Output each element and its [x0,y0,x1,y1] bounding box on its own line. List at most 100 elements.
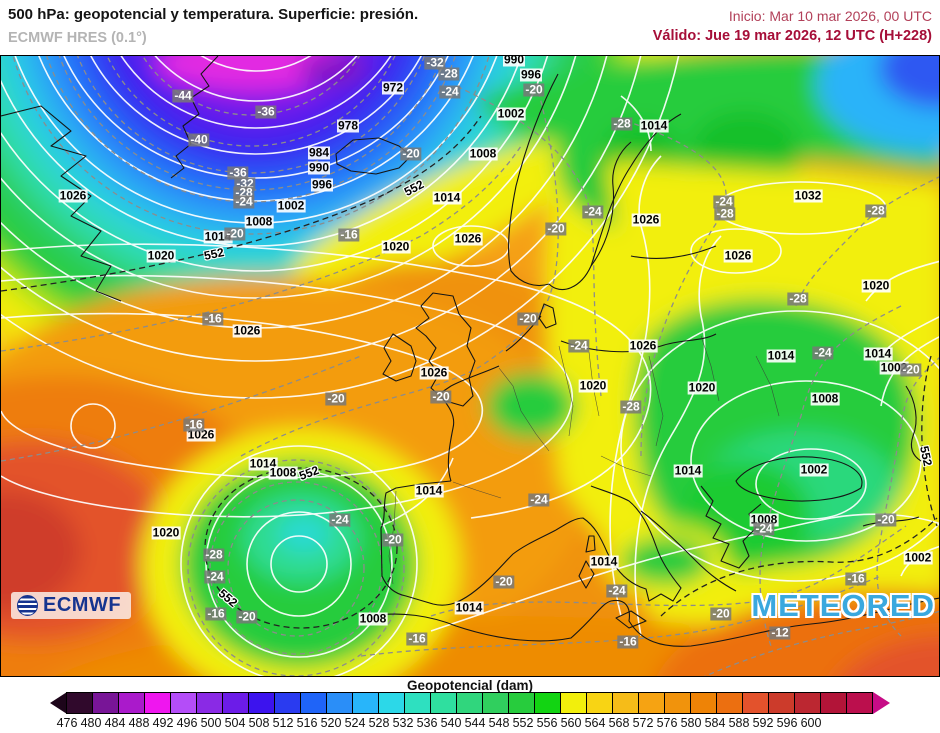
colorbar-tick: 572 [632,716,654,730]
country-borders [388,335,780,585]
colorbar-tick: 520 [320,716,342,730]
temperature-label: -36 [227,165,249,180]
colorbar-tick: 540 [440,716,462,730]
colorbar-segment [378,692,405,714]
colorbar-tick: 484 [104,716,126,730]
colorbar-segment [274,692,301,714]
colorbar-tick: 552 [512,716,534,730]
temperature-label: -20 [900,362,922,377]
temperature-label: -24 [582,204,604,219]
pressure-label: 1014 [454,600,484,615]
geopotential-label: 552 [297,462,321,484]
temperature-label: -28 [611,116,633,131]
model-label: ECMWF HRES (0.1°) [8,30,147,46]
pressure-label: 1014 [639,118,669,133]
colorbar-segment [820,692,847,714]
temperature-label: -20 [325,391,347,406]
pressure-label: 1008 [244,214,274,229]
temperature-label: -24 [439,84,461,99]
pressure-label: 1026 [631,212,661,227]
temperature-label: -20 [523,82,545,97]
temperature-label: -20 [224,226,246,241]
temperature-label: -20 [236,609,258,624]
pressure-label: 1020 [861,278,891,293]
colorbar-tick: 584 [704,716,726,730]
pressure-label: 1014 [863,346,893,361]
colorbar-tick: 492 [152,716,174,730]
colorbar-tick: 596 [776,716,798,730]
colorbar-segment [170,692,197,714]
colorbar [50,692,890,714]
temperature-label: -16 [205,606,227,621]
colorbar-segment [66,692,93,714]
temperature-label: -16 [183,417,205,432]
temperature-label: -16 [617,634,639,649]
colorbar-segment [768,692,795,714]
pressure-label: 1014 [673,463,703,478]
pressure-label: 1014 [766,348,796,363]
pressure-label: 1026 [723,248,753,263]
colorbar-tick: 488 [128,716,150,730]
temperature-label: -28 [203,547,225,562]
colorbar-segment [846,692,873,714]
colorbar-segment [430,692,457,714]
pressure-label: 1002 [799,462,829,477]
temperature-label: -20 [382,532,404,547]
colorbar-tick: 592 [752,716,774,730]
temperature-label: -20 [517,311,539,326]
colorbar-segment [482,692,509,714]
colorbar-tick: 580 [680,716,702,730]
colorbar-segment [508,692,535,714]
colorbar-tick: 476 [56,716,78,730]
colorbar-tick: 560 [560,716,582,730]
colorbar-segment [326,692,353,714]
temperature-label: -20 [430,389,452,404]
pressure-label: 1002 [903,550,933,565]
temperature-label: -16 [845,571,867,586]
colorbar-segment [560,692,587,714]
colorbar-segment [638,692,665,714]
coastlines [1,56,939,647]
temperature-label: -28 [787,291,809,306]
colorbar-segment [664,692,691,714]
colorbar-segment [352,692,379,714]
pressure-label: 1026 [628,338,658,353]
colorbar-segment [690,692,717,714]
colorbar-tick: 548 [488,716,510,730]
colorbar-tick: 512 [272,716,294,730]
colorbar-tick: 516 [296,716,318,730]
colorbar-ticks: 476 480 484 488 492 496 500 504 508 512 516 520 524 5… [0,716,940,731]
ecmwf-logo-text: ECMWF [43,594,122,616]
temperature-label: -20 [710,606,732,621]
temperature-label: -24 [528,492,550,507]
temperature-label: -16 [406,631,428,646]
temperature-label: -12 [769,625,791,640]
colorbar-tick: 576 [656,716,678,730]
temperature-label: -24 [568,338,590,353]
colorbar-segment [222,692,249,714]
colorbar-tick: 544 [464,716,486,730]
colorbar-segment [118,692,145,714]
colorbar-tick: 568 [608,716,630,730]
pressure-label: 996 [519,67,543,82]
map-graphic [1,56,939,676]
colorbar-segment [534,692,561,714]
colorbar-segment [794,692,821,714]
colorbar-segment [586,692,613,714]
page-title: 500 hPa: geopotencial y temperatura. Sup… [8,6,419,23]
pressure-label: 1020 [151,525,181,540]
pressure-label: 972 [381,80,405,95]
pressure-label: 1026 [453,231,483,246]
pressure-label: 1008 [358,611,388,626]
geopotential-isolines [1,115,938,629]
ecmwf-logo: ECMWF [11,592,132,619]
temperature-label: -20 [875,512,897,527]
pressure-label: 1014 [589,554,619,569]
map-canvas: 972 978 984 990 996 990 996 1002 1008 1014 1020 102… [0,55,940,677]
temperature-label: -16 [202,311,224,326]
pressure-label: 1026 [58,188,88,203]
pressure-label: 1008 [468,146,498,161]
temperature-label: -28 [714,206,736,221]
colorbar-segment [716,692,743,714]
pressure-label: 1020 [578,378,608,393]
